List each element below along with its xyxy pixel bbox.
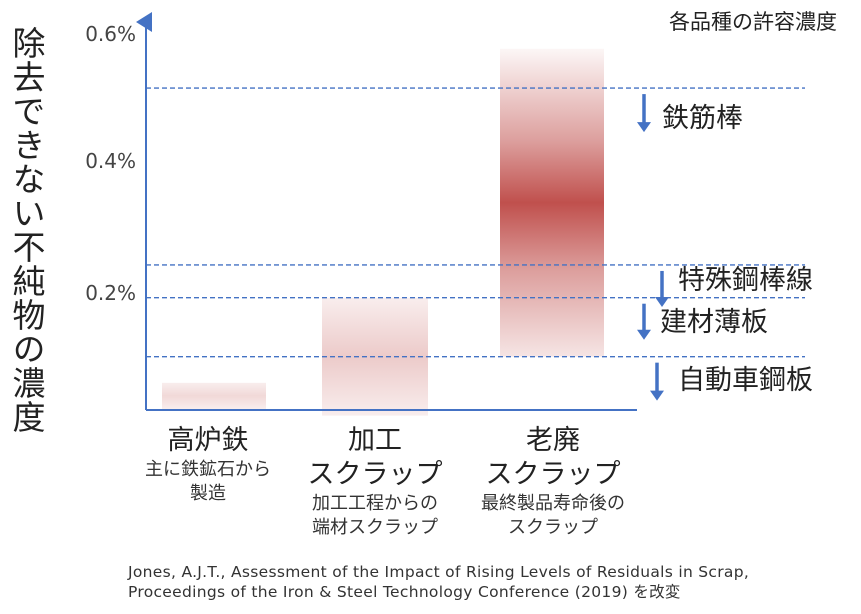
category-label-process-scrap-1: 加工 [348, 425, 402, 456]
threshold-label-special-steel: 特殊鋼棒線 [678, 265, 813, 296]
category-sub-process-scrap-1: 加工工程からの [312, 493, 438, 514]
threshold-label-auto-sheet: 自動車鋼板 [678, 365, 813, 396]
source-line-1: Jones, A.J.T., Assessment of the Impact … [128, 563, 750, 581]
bar-3 [500, 48, 604, 357]
threshold-label-building-sheet: 建材薄板 [660, 307, 768, 338]
category-label-pig-iron: 高炉鉄 [167, 425, 249, 456]
y-axis-label: 除去できない不純物の濃度 [7, 26, 46, 434]
category-sub-obsolete-scrap-2: スクラップ [508, 517, 598, 538]
category-label-process-scrap-2: スクラップ [307, 459, 443, 490]
category-label-obsolete-scrap-2: スクラップ [485, 459, 621, 490]
bar-1 [162, 382, 266, 410]
thresholds-title: 各品種の許容濃度 [669, 10, 837, 34]
down-arrow-icon-4 [650, 362, 664, 401]
category-sub-process-scrap-2: 端材スクラップ [312, 517, 438, 538]
category-sub-pig-iron-2: 製造 [190, 483, 226, 504]
thresholds-layer [146, 87, 805, 358]
down-arrow-icon-1 [637, 94, 651, 133]
threshold-label-rebar: 鉄筋棒 [662, 103, 743, 134]
category-sub-obsolete-scrap-1: 最終製品寿命後の [481, 493, 625, 514]
category-label-obsolete-scrap-1: 老廃 [526, 425, 580, 456]
tick-label-06: 0.6% [85, 22, 136, 46]
arrows-layer [637, 94, 669, 401]
axes-layer [136, 12, 637, 411]
category-sub-pig-iron-1: 主に鉄鉱石から [145, 459, 271, 480]
source-line-2: Proceedings of the Iron & Steel Technolo… [128, 583, 681, 601]
down-arrow-icon-2 [655, 270, 669, 307]
tick-label-04: 0.4% [85, 149, 136, 173]
tick-label-02: 0.2% [85, 281, 136, 305]
down-arrow-icon-3 [637, 303, 651, 340]
bars-layer [162, 48, 604, 416]
